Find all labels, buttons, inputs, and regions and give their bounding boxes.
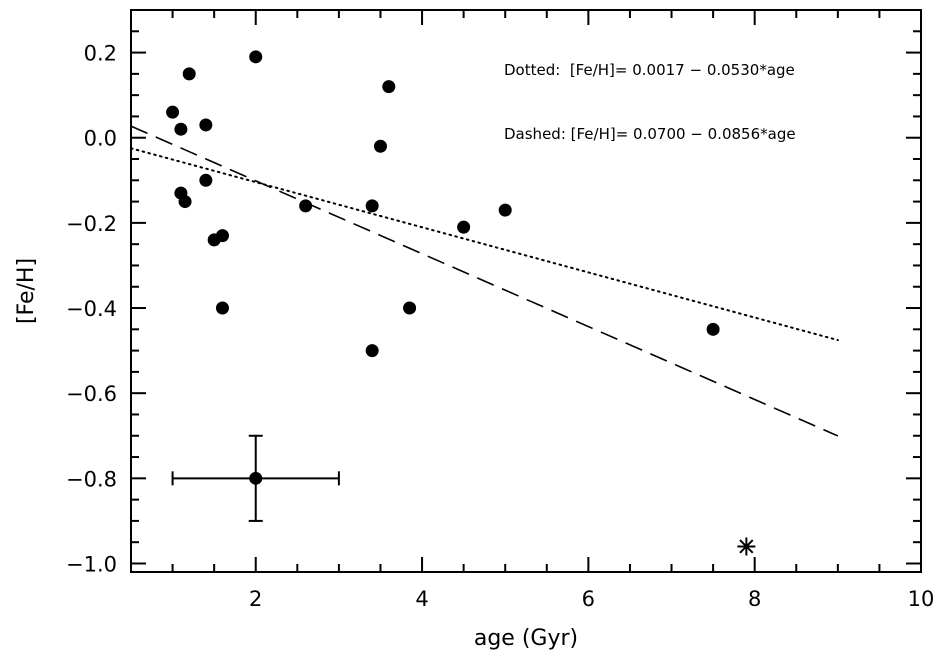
data-point xyxy=(199,118,213,132)
data-point xyxy=(299,199,313,213)
data-point xyxy=(457,220,471,234)
data-point xyxy=(215,301,229,315)
error-bar xyxy=(171,434,340,522)
annotation-dotted: Dotted: [Fe/H]= 0.0017 − 0.0530*age xyxy=(504,61,795,79)
plot-frame xyxy=(130,9,922,573)
dashed-fit-line xyxy=(130,125,839,437)
data-point xyxy=(166,105,180,119)
data-point xyxy=(249,50,263,64)
y-tick-label: 0.2 xyxy=(84,42,117,66)
data-point xyxy=(215,229,229,243)
y-tick-label: −0.2 xyxy=(66,212,117,236)
y-tick-label: −0.4 xyxy=(66,297,117,321)
data-point xyxy=(382,80,396,94)
x-axis-label: age (Gyr) xyxy=(474,626,578,651)
y-tick-label: −1.0 xyxy=(66,552,117,576)
annotation-dashed: Dashed: [Fe/H]= 0.0700 − 0.0856*age xyxy=(504,125,796,143)
x-tick-label: 8 xyxy=(748,587,761,611)
data-point xyxy=(178,195,192,209)
asterisk-stroke xyxy=(739,539,754,554)
y-axis-label: [Fe/H] xyxy=(14,258,39,324)
dotted-fit-line xyxy=(130,147,839,342)
data-point xyxy=(365,199,379,213)
x-tick-label: 2 xyxy=(249,587,262,611)
y-tick-label: −0.6 xyxy=(66,382,117,406)
data-point xyxy=(403,301,417,315)
data-point xyxy=(365,344,379,358)
data-point xyxy=(706,322,720,336)
data-point xyxy=(199,173,213,187)
asterisk-point xyxy=(737,537,756,556)
data-point xyxy=(373,139,387,153)
x-tick-labels: 2 4 6 8 10 xyxy=(249,587,934,611)
data-point xyxy=(182,67,196,81)
y-tick-labels: 0.2 0.0 −0.2 −0.4 −0.6 −0.8 −1.0 xyxy=(66,42,117,577)
x-tick-label: 10 xyxy=(908,587,935,611)
data-points xyxy=(166,50,756,556)
data-point xyxy=(174,122,188,136)
error-bar-point xyxy=(249,471,263,485)
data-point xyxy=(498,203,512,217)
y-tick-label: 0.0 xyxy=(84,127,117,151)
y-tick-label: −0.8 xyxy=(66,467,117,491)
x-tick-label: 6 xyxy=(582,587,595,611)
axis-ticks xyxy=(131,10,922,572)
x-tick-label: 4 xyxy=(415,587,428,611)
fit-lines xyxy=(130,125,839,437)
